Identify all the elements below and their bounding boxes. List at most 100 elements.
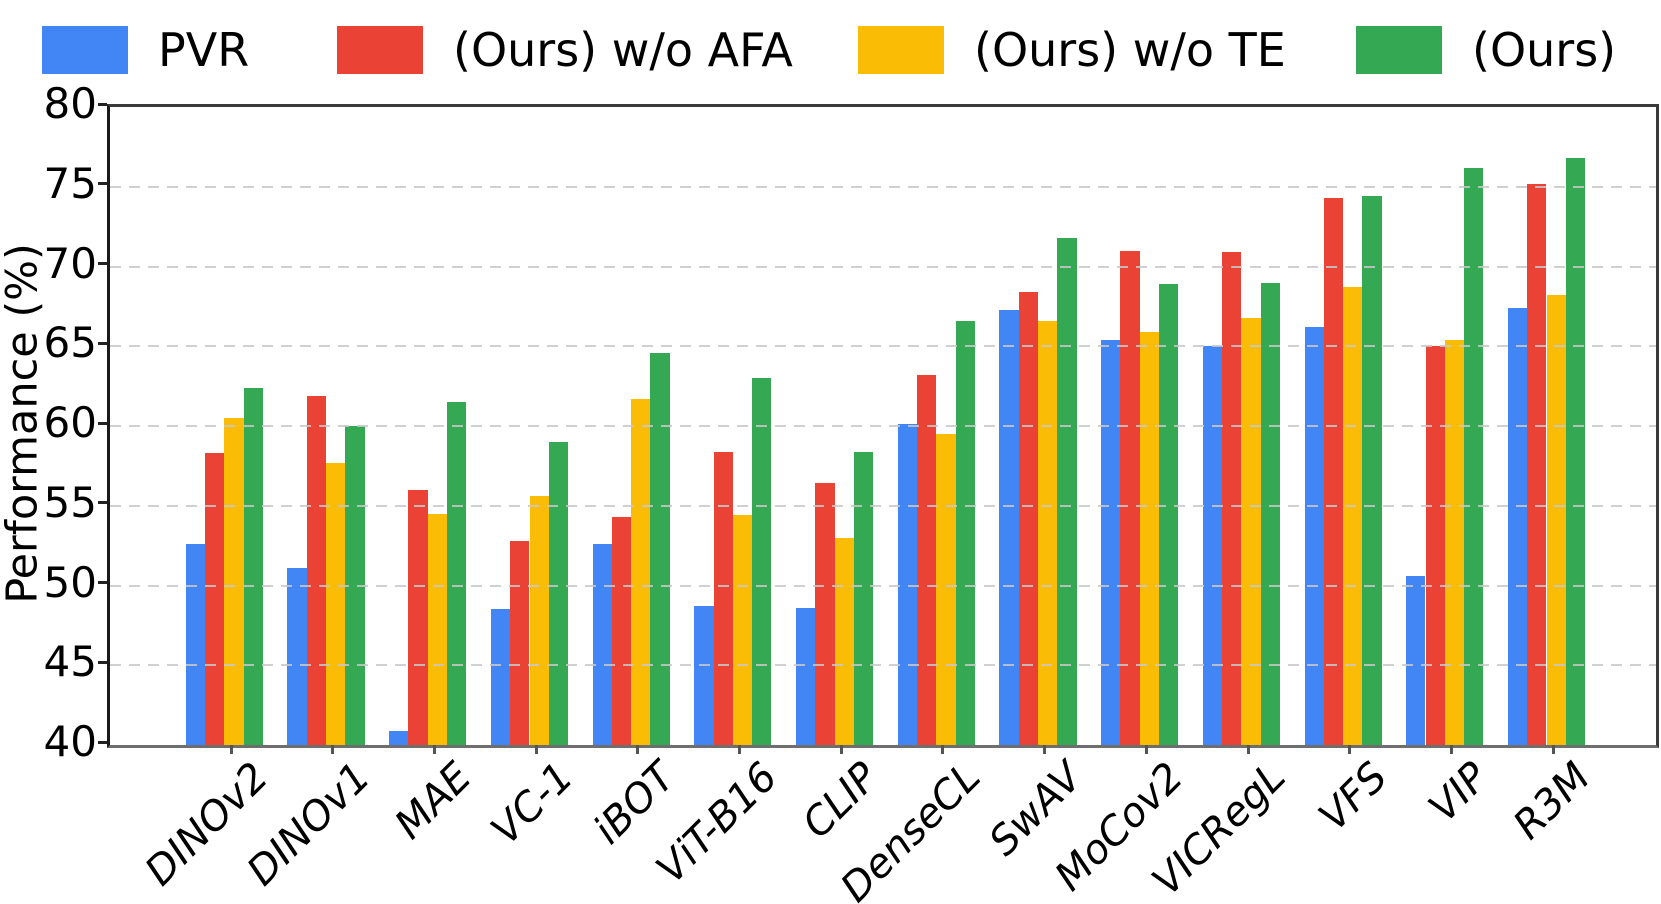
x-tick-mark — [432, 745, 436, 754]
legend-label: PVR — [158, 23, 250, 77]
bar-ours-w-o-te-swav — [1038, 320, 1058, 745]
bar-pvr-mae — [389, 730, 409, 745]
bar-pvr-r3m — [1507, 308, 1528, 745]
bar-ours-w-o-afa-vip — [1425, 346, 1445, 745]
bar-ours-swav — [1057, 237, 1077, 745]
bar-ours-w-o-afa-vc-1 — [510, 540, 530, 745]
gridline-70 — [110, 265, 1656, 268]
legend-label: (Ours) w/o TE — [974, 23, 1286, 77]
bar-ours-clip — [853, 451, 874, 745]
bar-pvr-ibot — [592, 544, 612, 745]
bar-ours-w-o-afa-mae — [408, 489, 428, 745]
x-tick-mark — [229, 745, 233, 754]
bar-pvr-mocov2 — [1101, 339, 1121, 745]
x-tick-mark — [636, 745, 640, 754]
bar-pvr-clip — [796, 607, 816, 745]
y-tick-label-55: 55 — [43, 477, 97, 527]
bar-ours-vfs — [1362, 196, 1382, 745]
bar-ours-w-o-te-mae — [427, 513, 448, 745]
x-tick-label-clip: CLIP — [794, 753, 888, 848]
bar-ours-w-o-afa-swav — [1018, 292, 1038, 745]
bar-ours-w-o-te-vc-1 — [529, 496, 549, 745]
bar-ours-w-o-te-vit-b16 — [732, 515, 753, 745]
bar-ours-w-o-te-vfs — [1343, 287, 1363, 745]
legend-swatch-icon — [337, 26, 423, 74]
x-tick-label-vfs: VFS — [1309, 753, 1397, 840]
x-tick-label-ibot: iBOT — [584, 753, 685, 854]
bar-ours-w-o-afa-dinov2 — [205, 453, 225, 745]
x-tick-mark — [1144, 745, 1148, 754]
y-tick-label-60: 60 — [43, 398, 97, 447]
y-tick-mark — [98, 262, 107, 265]
legend-item-2: (Ours) w/o AFA — [337, 20, 793, 80]
legend-swatch-icon — [1356, 26, 1442, 74]
bar-ours-vicregl — [1260, 282, 1280, 745]
bar-pvr-swav — [999, 309, 1019, 745]
y-tick-label-45: 45 — [43, 637, 97, 687]
y-tick-label-65: 65 — [43, 318, 97, 368]
legend-item-3: (Ours) w/o TE — [858, 20, 1286, 80]
x-tick-mark — [1551, 745, 1555, 754]
bar-pvr-dinov1 — [287, 568, 307, 745]
legend-swatch-icon — [858, 26, 944, 74]
bar-ours-mocov2 — [1159, 284, 1179, 745]
x-tick-mark — [331, 745, 335, 754]
x-tick-mark — [1348, 745, 1352, 754]
y-tick-mark — [98, 182, 107, 186]
bar-ours-dinov2 — [243, 387, 263, 745]
bar-ours-vip — [1464, 167, 1484, 745]
legend-item-1: PVR — [42, 20, 249, 80]
bar-ours-vc-1 — [548, 441, 569, 745]
bar-ours-w-o-afa-mocov2 — [1120, 250, 1140, 745]
plot-area — [107, 104, 1659, 748]
bar-ours-w-o-te-vicregl — [1241, 317, 1261, 745]
bar-ours-mae — [447, 402, 467, 745]
x-tick-label-r3m: R3M — [1504, 753, 1600, 849]
y-tick-mark — [98, 102, 107, 106]
y-tick-mark — [98, 660, 107, 664]
bar-ours-w-o-te-dinov2 — [224, 418, 244, 745]
bar-ours-w-o-afa-vfs — [1323, 197, 1344, 745]
x-tick-mark — [941, 745, 945, 754]
bar-pvr-densecl — [897, 424, 917, 745]
bar-ours-w-o-te-densecl — [936, 434, 956, 745]
y-tick-label-50: 50 — [43, 557, 97, 607]
legend-item-4: (Ours) — [1356, 20, 1616, 80]
bar-pvr-vc-1 — [490, 609, 511, 745]
bar-pvr-vip — [1406, 575, 1426, 745]
x-tick-mark — [1246, 745, 1250, 754]
y-tick-mark — [98, 421, 107, 425]
y-tick-mark — [98, 581, 107, 584]
legend-label: (Ours) — [1472, 23, 1617, 77]
bar-ours-w-o-te-r3m — [1546, 295, 1566, 745]
bar-ours-w-o-afa-dinov1 — [306, 395, 327, 745]
y-tick-label-70: 70 — [43, 238, 97, 288]
gridline-75 — [110, 185, 1656, 188]
bar-ours-vit-b16 — [752, 378, 772, 745]
bar-pvr-vfs — [1304, 327, 1324, 745]
bar-ours-w-o-afa-vit-b16 — [713, 451, 733, 745]
bar-ours-ibot — [650, 352, 670, 745]
bar-pvr-dinov2 — [185, 544, 206, 745]
x-tick-label-vip: VIP — [1420, 753, 1498, 832]
bar-pvr-vit-b16 — [694, 606, 714, 745]
y-tick-mark — [98, 740, 107, 744]
x-tick-mark — [534, 745, 538, 754]
bar-ours-w-o-te-ibot — [631, 398, 651, 745]
bar-ours-w-o-afa-densecl — [916, 375, 937, 745]
x-tick-mark — [738, 745, 741, 754]
bar-ours-r3m — [1565, 158, 1586, 745]
bar-ours-w-o-te-mocov2 — [1139, 331, 1159, 745]
x-tick-mark — [839, 745, 843, 754]
bar-ours-w-o-te-vip — [1444, 339, 1465, 745]
legend-label: (Ours) w/o AFA — [453, 23, 793, 77]
bar-ours-w-o-afa-r3m — [1527, 183, 1547, 745]
x-tick-label-vc-1: VC-1 — [482, 753, 583, 854]
bar-pvr-vicregl — [1202, 346, 1223, 745]
gridline-65 — [110, 345, 1656, 348]
bar-ours-dinov1 — [345, 426, 365, 745]
bar-ours-w-o-te-dinov1 — [326, 462, 346, 745]
y-tick-label-75: 75 — [43, 158, 97, 208]
legend-swatch-icon — [42, 26, 128, 74]
